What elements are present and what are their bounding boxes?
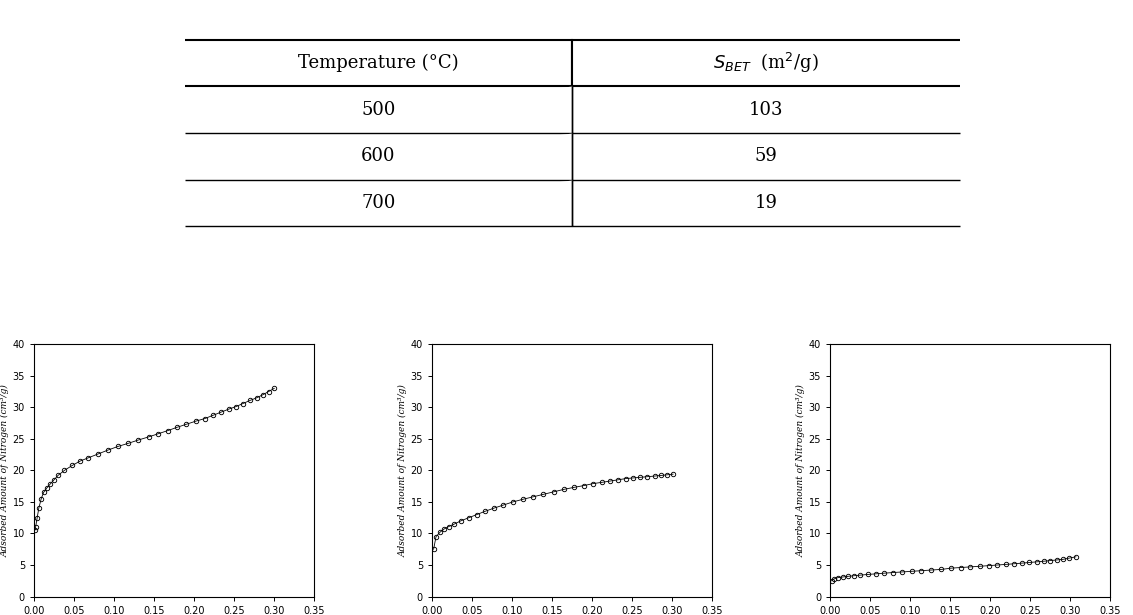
Y-axis label: Adsorbed Amount of Nitrogen (cm³/g): Adsorbed Amount of Nitrogen (cm³/g) bbox=[399, 384, 408, 557]
Y-axis label: Adsorbed Amount of Nitrogen (cm³/g): Adsorbed Amount of Nitrogen (cm³/g) bbox=[796, 384, 806, 557]
Y-axis label: Adsorbed Amount of Nitrogen (cm³/g): Adsorbed Amount of Nitrogen (cm³/g) bbox=[0, 384, 10, 557]
